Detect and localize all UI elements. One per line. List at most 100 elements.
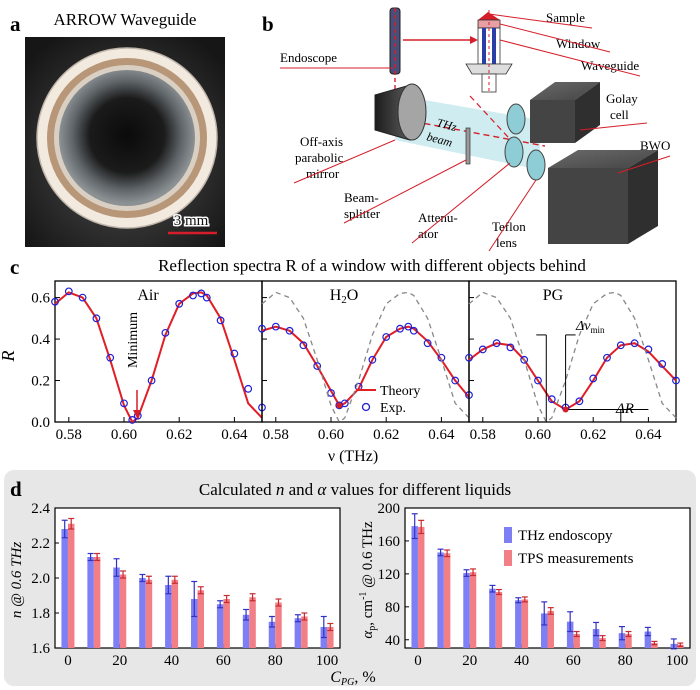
bar-chart-n: 1.6 1.8 2.0 2.2 2.4 0 20 40 60 80 100 [31, 501, 341, 669]
exp-point [175, 299, 184, 308]
plot-title-h2o: H2O [330, 287, 359, 306]
bar-endoscopy [437, 552, 444, 648]
label-teflon-2: lens [496, 235, 517, 250]
exp-point [299, 341, 308, 350]
leader-sample [488, 13, 593, 29]
panel-a-title: ARROW Waveguide [54, 10, 197, 29]
bar-tps [495, 592, 503, 648]
spectrum-plot-h2o: 0.58 0.60 0.62 0.64 [258, 280, 473, 443]
bar-endoscopy [515, 600, 522, 648]
bar-tps [573, 634, 580, 648]
theory-line [54, 291, 263, 424]
bar-tps [521, 599, 529, 648]
exp-point [396, 324, 404, 333]
legend-tps-label: TPS measurements [518, 551, 634, 567]
y-tick-label: 0.4 [31, 332, 50, 348]
exp-point [478, 345, 487, 354]
panel-a-letter: a [10, 12, 21, 36]
spectrum-plot-pg: 0.58 0.60 0.62 0.64 [465, 280, 680, 443]
plot-title-pg: PG [543, 287, 564, 304]
bar-endoscopy [644, 631, 652, 648]
panel-d-xlabel: CPG, % [330, 669, 375, 688]
x-tick-label: 0.62 [580, 427, 606, 443]
exp-point [128, 416, 137, 424]
endoscope-head-detail [465, 10, 513, 93]
exp-point [382, 333, 391, 341]
theory-line [468, 342, 677, 411]
exp-point [340, 399, 349, 408]
y-tick-label: 0.0 [31, 415, 50, 431]
exp-point [120, 399, 128, 408]
exp-point [258, 324, 266, 333]
h2o-minimum-marker [336, 402, 343, 409]
x-tick-label: 80 [268, 653, 283, 669]
panel-b: b Endoscope Sample Window Waveguide THz [262, 7, 670, 252]
annotation-delta-nu: Δνmin [575, 319, 605, 335]
x-tick-label: 40 [514, 653, 529, 669]
leader-attenuator [411, 162, 511, 244]
bar-endoscopy [61, 529, 68, 648]
minimum-arrow-head [133, 410, 141, 418]
legend-exp-label: Exp. [380, 401, 406, 416]
x-tick-label: 0 [64, 653, 72, 669]
exp-point [520, 355, 529, 364]
panel-d-left-ylabel: n @ 0.6 THz [9, 542, 25, 618]
label-teflon-1: Teflon [492, 219, 526, 234]
exp-point [506, 343, 515, 352]
bar-endoscopy [113, 567, 120, 648]
exp-point [603, 353, 611, 362]
exp-point [404, 322, 413, 331]
x-tick-label: 60 [566, 653, 581, 669]
label-golay-1: Golay [606, 91, 638, 106]
bar-tps [275, 602, 282, 648]
x-tick-label: 80 [618, 653, 633, 669]
leader-golay [579, 122, 648, 131]
bar-tps [171, 579, 179, 648]
bar-endoscopy [463, 573, 470, 648]
y-tick-label: 80 [385, 600, 400, 616]
x-tick-label: 0.64 [428, 427, 455, 443]
x-tick-label: 0.62 [166, 427, 192, 443]
label-bwo: BWO [640, 138, 670, 153]
panel-b-letter: b [262, 12, 274, 36]
bar-tps [625, 634, 632, 648]
exp-point [161, 328, 170, 337]
bar-tps [651, 643, 658, 648]
reference-line [261, 291, 470, 423]
panel-c-title: Reflection spectra R of a window with di… [158, 256, 586, 275]
legend-d: THz endoscopy TPS measurements [504, 527, 634, 567]
bar-tps [93, 557, 101, 648]
bar-endoscopy [294, 618, 302, 648]
bar-tps [327, 627, 334, 648]
leader-waveguide [499, 39, 641, 77]
x-tick-label: 0.60 [111, 427, 137, 443]
bar-endoscopy [165, 585, 172, 648]
bar-endoscopy [566, 621, 574, 648]
x-tick-label: 20 [462, 653, 477, 669]
bar-endoscopy [191, 599, 198, 648]
bar-endoscopy [242, 614, 250, 648]
exp-point [285, 326, 294, 335]
exp-point [106, 353, 115, 362]
exp-point [368, 355, 377, 364]
panel-c-ylabel: R [0, 351, 18, 363]
bar-endoscopy [489, 588, 496, 648]
annotation-delta-r: ΔR [615, 401, 634, 417]
bar-tps [599, 638, 606, 648]
plot-frame [468, 280, 677, 423]
pg-minimum-marker [562, 406, 569, 413]
exp-point [672, 376, 680, 385]
exp-point [409, 326, 418, 335]
bar-tps [67, 523, 75, 648]
y-tick-label: 120 [378, 567, 401, 583]
x-tick-label: 0.64 [221, 427, 248, 443]
bar-endoscopy [139, 578, 146, 648]
bar-tps [417, 526, 425, 648]
bar-endoscopy [87, 557, 94, 648]
waveguide-bore [59, 70, 195, 206]
legend-theory-label: Theory [380, 384, 420, 399]
y-tick-label: 0.6 [31, 291, 50, 307]
spectrum-plot-air: 0.58 0.60 0.62 0.64 0.0 0.2 0.4 0.6 [31, 280, 266, 443]
y-tick-label: 40 [385, 633, 400, 649]
y-tick-label: 1.8 [31, 606, 50, 622]
